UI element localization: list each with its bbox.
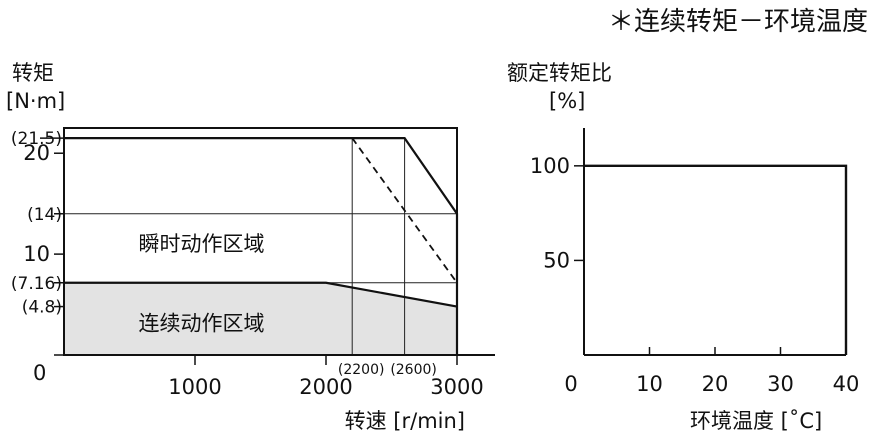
c1-xtick-label-1000: 1000 bbox=[168, 375, 221, 399]
c1-ylabel-line2: [N·m] bbox=[6, 89, 65, 113]
c2-ytick-label-50: 50 bbox=[543, 248, 570, 272]
c2-series bbox=[584, 164, 848, 355]
continuous-region-label: 连续动作区域 bbox=[139, 312, 265, 336]
c2-ytick-label-100: 100 bbox=[530, 154, 570, 178]
c2-xtick-label-20: 20 bbox=[702, 372, 729, 396]
c2-xlabel: 环境温度 [˚C] bbox=[690, 409, 822, 433]
c2-xtick-label-10: 10 bbox=[636, 372, 663, 396]
c1-yref-label-7.16: (7.16) bbox=[11, 274, 62, 294]
c1-ytick-label-0: 0 bbox=[33, 361, 46, 385]
c1-axes bbox=[40, 127, 495, 365]
c2-tick-labels: 0 10 20 30 40 50 100 bbox=[530, 154, 859, 396]
c1-xtick-label-3000: 3000 bbox=[430, 375, 483, 399]
page-title: ＊连续转矩－环境温度 bbox=[608, 7, 868, 37]
torque-ratio-temperature-chart: 额定转矩比 [%] 0 10 20 30 40 50 100 环境温度 [˚C] bbox=[507, 61, 859, 433]
c2-xtick-label-0: 0 bbox=[564, 372, 577, 396]
c1-xtick-label-2000: 2000 bbox=[299, 375, 352, 399]
c2-axes bbox=[574, 128, 847, 356]
c2-xtick-label-40: 40 bbox=[833, 372, 860, 396]
c1-ylabel-line1: 转矩 bbox=[12, 61, 54, 85]
dashed-limit-line bbox=[351, 137, 458, 284]
instant-region-label: 瞬时动作区域 bbox=[139, 232, 265, 256]
c2-xtick-label-30: 30 bbox=[767, 372, 794, 396]
c1-ylabel: 转矩 [N·m] bbox=[6, 61, 65, 113]
c1-yref-label-14: (14) bbox=[27, 205, 62, 225]
c1-tick-labels: 1000 2000 3000 (2200) (2600) 0 10 20(21.5) (14) (… bbox=[11, 129, 484, 399]
continuous-region-boundary bbox=[64, 281, 458, 308]
c1-xminor-label-2600: (2600) bbox=[390, 362, 437, 378]
c2-ylabel-line1: 额定转矩比 bbox=[507, 61, 612, 85]
c1-xlabel: 转速 [r/min] bbox=[345, 409, 465, 433]
c1-ytick-label-20: 20 bbox=[23, 141, 50, 165]
c1-xminor-label-2200: (2200) bbox=[338, 362, 385, 378]
c1-yref-label-4.8: (4.8) bbox=[22, 298, 62, 318]
torque-ratio-line bbox=[584, 164, 848, 355]
torque-speed-chart: 转矩 [N·m] 1000 2000 3000 (2200) (2600) 0 10 20(2… bbox=[6, 61, 495, 433]
c2-ylabel-line2: [%] bbox=[549, 89, 585, 113]
c1-ytick-label-10: 10 bbox=[23, 242, 50, 266]
c2-ylabel: 额定转矩比 [%] bbox=[507, 61, 612, 113]
c1-yref-label-21.5: (21.5) bbox=[11, 129, 62, 149]
continuous-region-fill bbox=[64, 282, 457, 355]
